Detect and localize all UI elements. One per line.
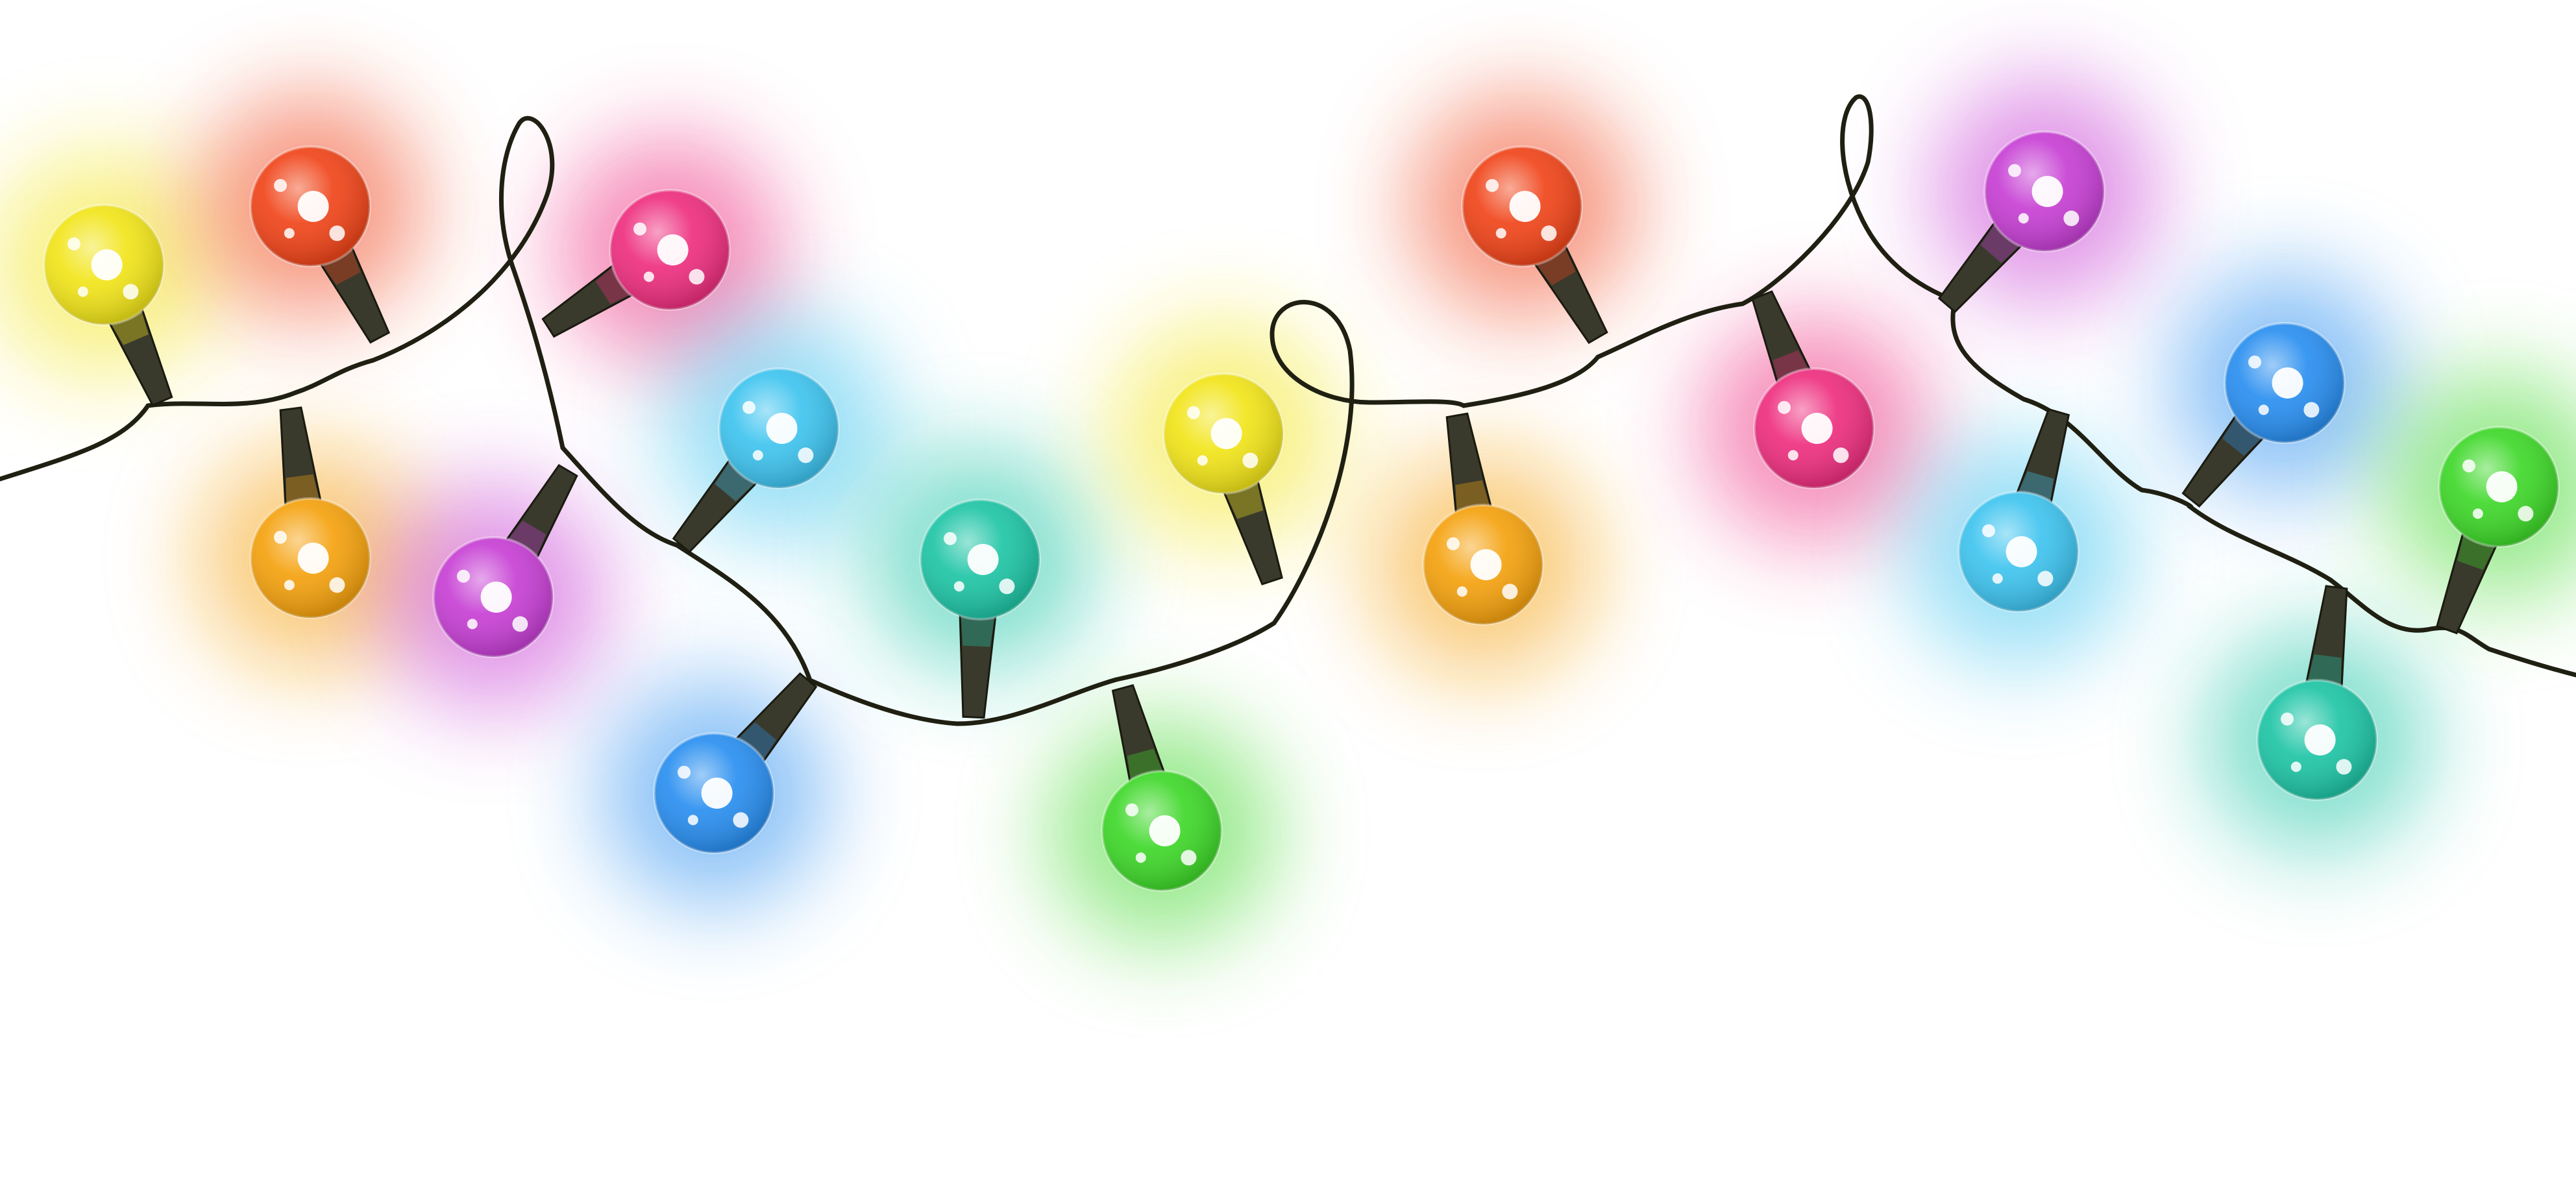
light-string-wire (0, 94, 2576, 726)
bulb-7-highlight (733, 812, 749, 828)
bulb-9 (1101, 683, 1223, 892)
bulb-2-highlight (329, 225, 345, 241)
bulb-4-highlight (689, 269, 705, 285)
bulb-13-highlight (1787, 450, 1798, 461)
bulb-10-highlight (1197, 455, 1208, 466)
bulb-15-highlight (1982, 524, 1995, 537)
bulb-18-highlight (2336, 759, 2352, 775)
bulb-4-highlight (633, 222, 646, 236)
bulb-1-highlight (67, 237, 80, 251)
bulb-13 (1751, 290, 1875, 489)
bulb-7 (653, 672, 818, 854)
bulb-18 (2256, 585, 2378, 801)
bulb-1-highlight (123, 284, 139, 300)
bulb-14-highlight (2063, 210, 2079, 227)
bulb-1-highlight (91, 249, 123, 280)
bulb-10 (1162, 373, 1284, 585)
bulb-17-highlight (2518, 506, 2534, 522)
bulb-5 (432, 463, 578, 658)
bulb-11-highlight (1456, 586, 1467, 597)
bulb-13-highlight (1778, 400, 1791, 414)
bulb-17-highlight (2472, 508, 2483, 519)
bulb-5-highlight (457, 569, 470, 583)
bulb-9-highlight (1181, 850, 1197, 866)
bulb-2-highlight (274, 178, 287, 192)
bulb-6-highlight (752, 450, 763, 461)
bulb-11-highlight (1470, 549, 1502, 580)
bulb-8-highlight (999, 578, 1015, 595)
bulb-6-highlight (798, 447, 814, 463)
bulb-14-highlight (2031, 176, 2063, 207)
bulb-8-highlight (944, 532, 957, 545)
bulb-18-highlight (2281, 712, 2294, 726)
bulb-5-highlight (480, 582, 512, 613)
bulb-8-highlight (953, 581, 964, 592)
bulb-12 (1461, 145, 1608, 345)
bulb-11-highlight (1502, 584, 1518, 600)
bulb-7-highlight (678, 765, 691, 779)
bulb-3-highlight (274, 530, 287, 544)
bulb-1-highlight (77, 286, 88, 297)
bulb-14-highlight (2018, 213, 2029, 224)
bulb-11-highlight (1447, 537, 1460, 550)
bulb-9-highlight (1149, 815, 1181, 846)
bulb-5-highlight (467, 619, 478, 630)
bulb-7-highlight (701, 778, 733, 809)
bulb-16-highlight (2303, 402, 2320, 418)
bulb-17-highlight (2486, 471, 2518, 502)
bulb-7-highlight (687, 815, 698, 826)
bulb-12-highlight (1495, 228, 1506, 239)
bulb-14-highlight (2008, 164, 2021, 177)
bulb-2-highlight (297, 191, 329, 222)
bulb-16 (2181, 322, 2346, 508)
bulb-17-highlight (2462, 459, 2475, 473)
bulb-9-highlight (1125, 803, 1138, 817)
bulb-3-highlight (284, 580, 295, 591)
bulb-10-highlight (1242, 452, 1258, 469)
bulb-16-highlight (2248, 355, 2261, 369)
bulb-3-highlight (329, 577, 345, 593)
bulb-15-highlight (1992, 573, 2003, 584)
bulb-3 (249, 406, 371, 619)
bulb-5-highlight (512, 616, 528, 632)
bulb-15-highlight (2037, 571, 2054, 587)
bulb-4 (541, 189, 731, 338)
bulb-12-highlight (1509, 191, 1541, 222)
bulb-12-highlight (1541, 225, 1557, 241)
bulbs-layer (43, 130, 2560, 892)
bulb-15 (1957, 408, 2079, 613)
bulb-4-highlight (657, 234, 689, 265)
bulb-14 (1937, 130, 2105, 313)
bulb-18-highlight (2304, 724, 2336, 756)
bulb-8-highlight (967, 544, 999, 575)
bulb-13-highlight (1833, 447, 1849, 463)
bulb-2 (249, 145, 391, 344)
bulb-11 (1422, 412, 1544, 626)
bulb-18-highlight (2290, 761, 2301, 772)
bulb-6-highlight (766, 413, 798, 444)
bulb-6-highlight (742, 400, 755, 414)
bulb-13-highlight (1801, 413, 1833, 444)
bulb-16-highlight (2258, 404, 2269, 415)
bulb-6 (672, 367, 840, 554)
bulb-10-highlight (1210, 418, 1242, 449)
bulb-1 (43, 204, 173, 407)
bulb-15-highlight (2006, 536, 2037, 567)
bulb-12-highlight (1486, 178, 1499, 192)
bulb-9-highlight (1135, 852, 1146, 863)
bulb-4-highlight (643, 271, 654, 282)
bulb-10-highlight (1187, 406, 1200, 419)
bulb-17 (2436, 426, 2560, 635)
bulb-2-highlight (284, 228, 295, 239)
bulb-8 (919, 498, 1041, 719)
bulb-3-highlight (297, 543, 329, 574)
bulb-16-highlight (2272, 367, 2303, 399)
